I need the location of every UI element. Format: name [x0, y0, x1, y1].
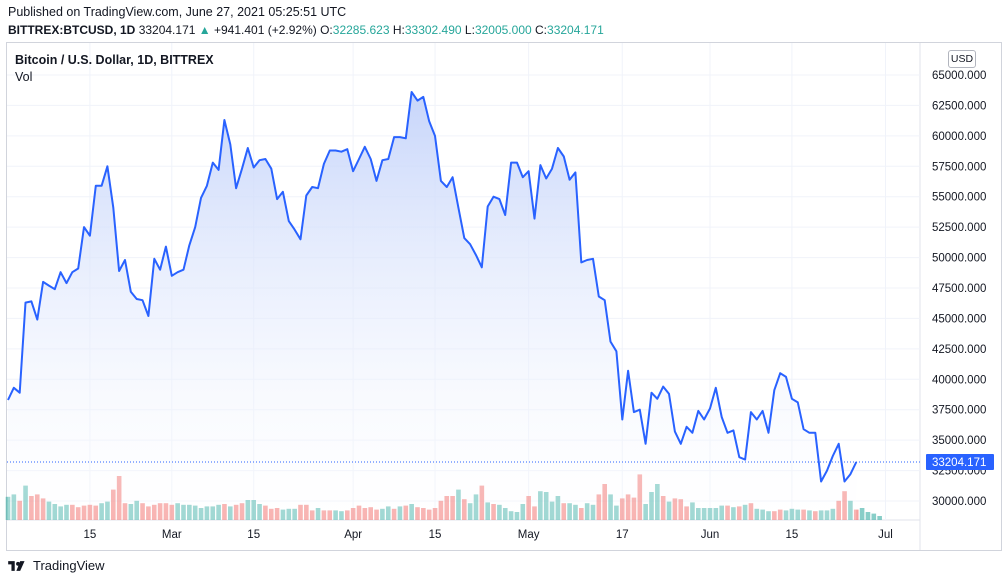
currency-button[interactable]: USD: [948, 50, 976, 68]
close-label: C:: [535, 23, 548, 37]
high-value: 33302.490: [404, 23, 462, 37]
change-value: +941.401 (+2.92%): [214, 23, 317, 37]
x-tick-label: 15: [786, 529, 799, 541]
x-tick-label: Jun: [701, 529, 720, 541]
x-tick-label: Apr: [344, 529, 362, 541]
change-arrow-icon: ▲: [198, 23, 211, 37]
y-tick-label: 52500.000: [932, 222, 986, 234]
ohlc-bar: BITTREX:BTCUSD, 1D 33204.171 ▲ +941.401 …: [8, 23, 604, 37]
y-tick-label: 45000.000: [932, 313, 986, 325]
high-label: H:: [392, 23, 405, 37]
volume-bar: [877, 516, 882, 520]
volume-bar: [871, 513, 877, 520]
x-tick-label: 17: [616, 529, 629, 541]
y-tick-label: 47500.000: [932, 283, 986, 295]
price-line: [7, 91, 858, 483]
symbol-label: BITTREX:BTCUSD, 1D: [8, 23, 136, 37]
y-tick-label: 50000.000: [932, 253, 986, 265]
y-axis-ticks: 65000.000 62500.000 60000.000 57500.000 5500…: [932, 70, 986, 508]
y-tick-label: 40000.000: [932, 374, 986, 386]
y-tick-label: 57500.000: [932, 161, 986, 173]
chart-legend: Bitcoin / U.S. Dollar, 1D, BITTREX Vol: [15, 53, 214, 84]
volume-bar: [859, 508, 865, 520]
last-price-label: 33204.171: [926, 454, 994, 471]
low-label: L:: [464, 23, 475, 37]
footer-brand-label: TradingView: [33, 558, 105, 573]
x-tick-label: 15: [84, 529, 97, 541]
chart-frame: [6, 42, 1002, 551]
y-tick-label: 37500.000: [932, 405, 986, 417]
x-tick-label: 15: [247, 529, 260, 541]
x-tick-label: Jul: [878, 529, 893, 541]
tradingview-logo-icon: [8, 560, 25, 571]
y-tick-label: 60000.000: [932, 131, 986, 143]
volume-bar: [865, 512, 871, 520]
y-tick-label: 42500.000: [932, 344, 986, 356]
low-value: 32005.000: [474, 23, 532, 37]
footer-brand[interactable]: TradingView: [8, 558, 105, 573]
x-axis-ticks: 15 Mar 15 Apr 15 May 17 Jun 15 Jul: [84, 529, 893, 541]
price-area: [8, 92, 857, 520]
legend-title: Bitcoin / U.S. Dollar, 1D, BITTREX: [15, 53, 214, 67]
y-tick-label: 62500.000: [932, 100, 986, 112]
legend-volume: Vol: [15, 70, 33, 84]
last-price-tag: [926, 454, 994, 471]
y-tick-label: 55000.000: [932, 192, 986, 204]
close-value: 33204.171: [547, 23, 604, 37]
y-tick-label: 35000.000: [932, 435, 986, 447]
x-tick-label: Mar: [162, 529, 182, 541]
last-price-text: 33204.171: [932, 457, 986, 469]
published-caption: Published on TradingView.com, June 27, 2…: [8, 5, 347, 19]
open-value: 32285.623: [332, 23, 390, 37]
x-tick-label: 15: [429, 529, 442, 541]
y-tick-label: 65000.000: [932, 70, 986, 82]
last-price: 33204.171: [138, 23, 196, 37]
y-tick-label: 30000.000: [932, 496, 986, 508]
open-label: O:: [320, 23, 333, 37]
volume-bar: [5, 496, 11, 520]
x-tick-label: May: [518, 529, 540, 541]
